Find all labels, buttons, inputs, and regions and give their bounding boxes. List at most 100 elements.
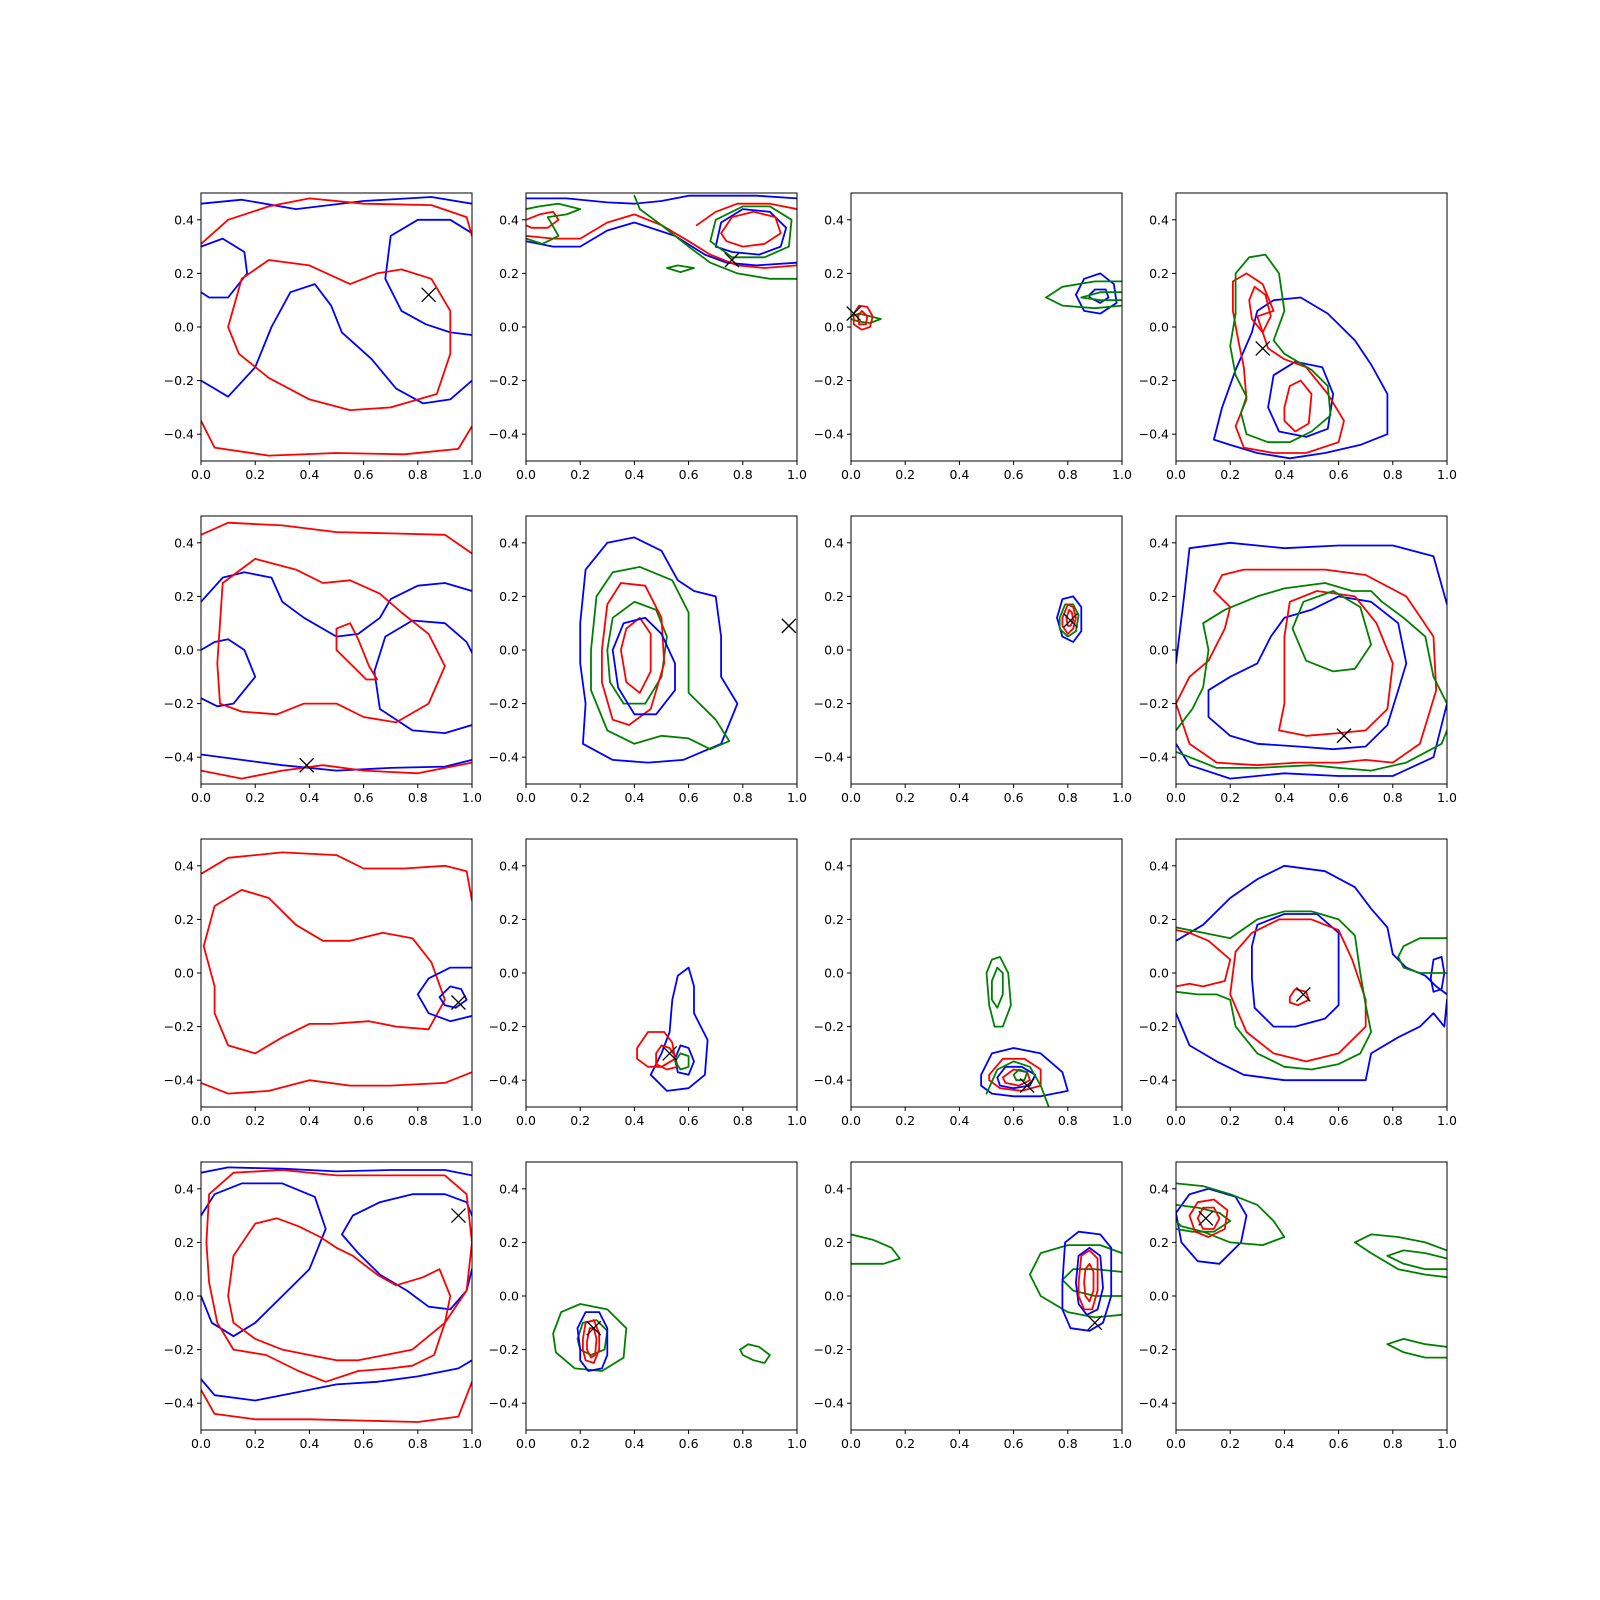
x-tick-label: 0.2 bbox=[570, 467, 590, 482]
x-tick-label: 1.0 bbox=[1112, 1113, 1132, 1128]
contour-group bbox=[526, 194, 797, 280]
x-tick-label: 0.4 bbox=[949, 1436, 969, 1451]
green-contour-line bbox=[1354, 1241, 1447, 1279]
x-tick-label: 0.0 bbox=[191, 467, 211, 482]
y-tick-label: −0.4 bbox=[164, 750, 194, 765]
x-tick-label: 0.6 bbox=[1004, 467, 1024, 482]
y-tick-label: 0.0 bbox=[174, 1289, 194, 1304]
red-contour-line bbox=[720, 210, 782, 248]
y-tick-label: 0.0 bbox=[174, 966, 194, 981]
contour-group bbox=[201, 196, 472, 457]
green-contour-line bbox=[674, 1052, 690, 1071]
x-tick-label: 1.0 bbox=[1112, 1436, 1132, 1451]
red-contour-line bbox=[620, 616, 652, 694]
x-tick-label: 0.2 bbox=[245, 1113, 265, 1128]
contour-group bbox=[201, 521, 472, 780]
red-contour-line bbox=[1176, 568, 1438, 767]
green-contour-line bbox=[606, 600, 668, 705]
y-tick-label: 0.2 bbox=[174, 1235, 194, 1250]
blue-contour-line bbox=[1267, 360, 1335, 438]
x-tick-label: 1.0 bbox=[787, 1436, 807, 1451]
x-tick-label: 0.4 bbox=[299, 1436, 319, 1451]
axes-frame bbox=[200, 838, 473, 1108]
y-tick-label: −0.2 bbox=[489, 1019, 519, 1034]
x-tick-label: 0.0 bbox=[516, 467, 536, 482]
green-contour-line bbox=[739, 1343, 771, 1364]
green-contour-line bbox=[1386, 1343, 1447, 1359]
x-tick-label: 0.8 bbox=[1058, 790, 1078, 805]
blue-contour-line bbox=[1176, 998, 1447, 1082]
red-contour-line bbox=[335, 622, 378, 681]
y-tick-label: 0.2 bbox=[499, 912, 519, 927]
y-tick-label: −0.2 bbox=[814, 1019, 844, 1034]
blue-contour-line bbox=[526, 194, 797, 205]
x-tick-label: 0.2 bbox=[570, 1113, 590, 1128]
y-tick-label: 0.4 bbox=[824, 1181, 844, 1196]
subplot-2: 0.0 0.2 0.4 0.6 0.8 1.0 −0.4 −0.2 0.0 0.2 0.4 bbox=[489, 192, 807, 482]
x-marker bbox=[846, 306, 862, 322]
x-tick-label: 1.0 bbox=[1437, 1113, 1457, 1128]
red-contour-line bbox=[1229, 918, 1367, 1063]
contour-group bbox=[980, 956, 1069, 1107]
y-tick-label: 0.4 bbox=[1149, 1181, 1169, 1196]
blue-contour-line bbox=[674, 1044, 695, 1076]
x-tick-label: 0.8 bbox=[733, 1436, 753, 1451]
green-contour-line bbox=[1291, 590, 1372, 673]
red-contour-line bbox=[205, 1169, 472, 1383]
blue-contour-line bbox=[1061, 1230, 1113, 1332]
green-contour-line bbox=[1058, 603, 1080, 638]
blue-contour-line bbox=[1213, 296, 1389, 460]
red-contour-line bbox=[201, 419, 472, 457]
x-tick-label: 0.2 bbox=[245, 467, 265, 482]
x-tick-label: 0.4 bbox=[1274, 467, 1294, 482]
y-tick-label: −0.2 bbox=[164, 373, 194, 388]
y-tick-label: 0.4 bbox=[174, 858, 194, 873]
green-contour-line bbox=[633, 194, 797, 280]
green-contour-line bbox=[1176, 582, 1447, 732]
x-tick-label: 0.6 bbox=[679, 1436, 699, 1451]
x-marker bbox=[1063, 613, 1078, 628]
x-tick-label: 0.6 bbox=[1004, 1436, 1024, 1451]
contour-group bbox=[1213, 253, 1389, 460]
y-tick-label: −0.4 bbox=[164, 1396, 194, 1411]
axes-frame bbox=[525, 192, 798, 462]
y-tick-label: −0.4 bbox=[164, 427, 194, 442]
y-tick-label: 0.2 bbox=[174, 266, 194, 281]
x-tick-label: 0.4 bbox=[949, 1113, 969, 1128]
red-contour-line bbox=[1188, 1198, 1229, 1238]
x-tick-label: 0.2 bbox=[1220, 1113, 1240, 1128]
y-tick-label: 0.2 bbox=[1149, 589, 1169, 604]
x-tick-label: 0.2 bbox=[245, 790, 265, 805]
red-contour-line bbox=[526, 213, 797, 269]
y-tick-label: −0.4 bbox=[489, 1396, 519, 1411]
x-tick-label: 0.8 bbox=[733, 790, 753, 805]
x-tick-label: 0.4 bbox=[624, 467, 644, 482]
red-contour-line bbox=[202, 889, 446, 1055]
red-contour-line bbox=[201, 1071, 472, 1095]
y-tick-label: 0.0 bbox=[499, 320, 519, 335]
y-tick-label: 0.4 bbox=[174, 1181, 194, 1196]
y-tick-label: −0.2 bbox=[164, 1342, 194, 1357]
blue-contour-line bbox=[201, 753, 472, 772]
x-tick-label: 0.6 bbox=[679, 467, 699, 482]
y-tick-label: −0.2 bbox=[1139, 1342, 1169, 1357]
green-contour-line bbox=[709, 205, 793, 259]
green-contour-line bbox=[1012, 1068, 1029, 1082]
y-tick-label: 0.2 bbox=[174, 912, 194, 927]
green-contour-line bbox=[1397, 937, 1447, 958]
y-tick-label: −0.2 bbox=[1139, 373, 1169, 388]
red-contour-line bbox=[601, 582, 666, 726]
x-tick-label: 0.0 bbox=[1166, 790, 1186, 805]
x-tick-label: 0.2 bbox=[245, 1436, 265, 1451]
x-tick-label: 0.0 bbox=[841, 1436, 861, 1451]
x-tick-label: 0.6 bbox=[1329, 467, 1349, 482]
x-tick-label: 0.2 bbox=[570, 1436, 590, 1451]
y-tick-label: 0.4 bbox=[499, 858, 519, 873]
x-tick-label: 0.6 bbox=[1004, 1113, 1024, 1128]
x-tick-label: 0.8 bbox=[1058, 467, 1078, 482]
red-contour-line bbox=[201, 761, 472, 780]
blue-contour-line bbox=[1176, 702, 1447, 780]
x-tick-label: 1.0 bbox=[462, 467, 482, 482]
x-tick-label: 0.6 bbox=[679, 790, 699, 805]
